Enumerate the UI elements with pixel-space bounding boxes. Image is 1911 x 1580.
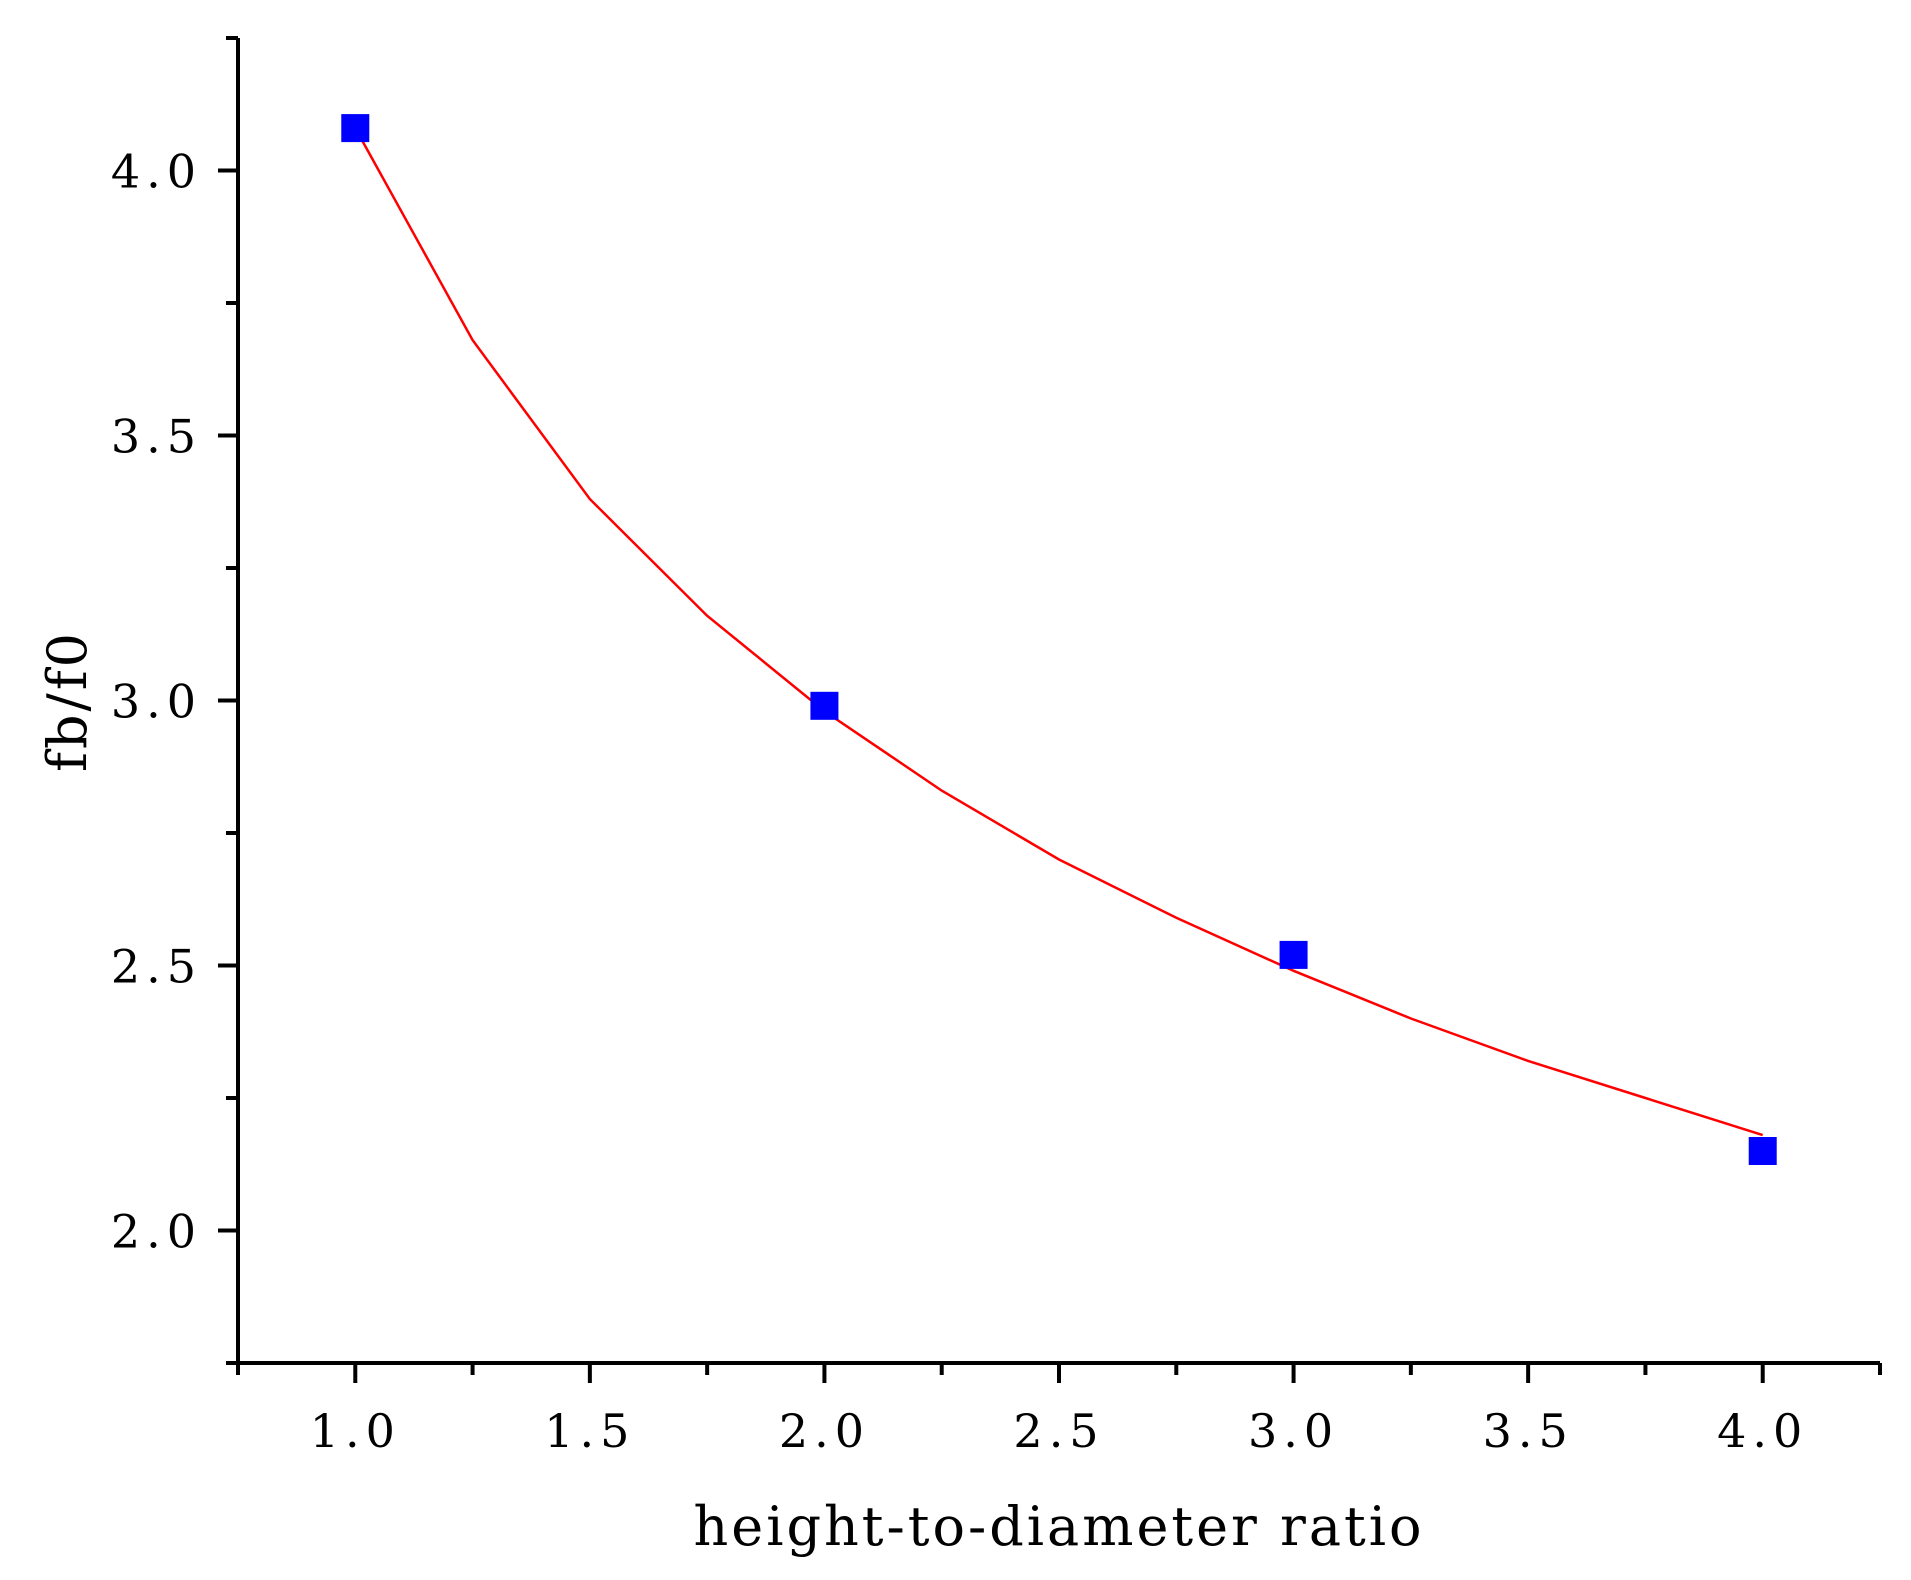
- x-axis-title: height-to-diameter ratio: [693, 1495, 1424, 1558]
- fit-curve-layer: [354, 127, 1764, 1137]
- data-point: [341, 114, 370, 143]
- y-tick-label: 3.5: [111, 410, 202, 464]
- x-tick-label: 1.0: [310, 1404, 401, 1458]
- x-tick-label: 3.5: [1483, 1404, 1574, 1458]
- y-axis-title: fb/f0: [36, 630, 99, 772]
- data-point: [810, 691, 839, 720]
- x-tick-label: 2.5: [1013, 1404, 1104, 1458]
- x-tick-label: 3.0: [1248, 1404, 1339, 1458]
- x-tick-label: 2.0: [779, 1404, 870, 1458]
- x-tick-label: 1.5: [544, 1404, 635, 1458]
- y-tick-label: 2.0: [111, 1205, 202, 1259]
- data-point: [1748, 1137, 1777, 1165]
- x-tick-label: 4.0: [1717, 1404, 1808, 1458]
- y-tick-label: 4.0: [111, 145, 202, 199]
- data-points: [341, 114, 1777, 1165]
- axes: [236, 38, 1880, 1365]
- ticks: 1.0 1.5 2.0 2.5 3.0 3.5 4.0 2.0 2.5 3.0 3.5 4.0: [111, 36, 1882, 1458]
- y-tick-label: 2.5: [111, 940, 202, 994]
- y-tick-label: 3.0: [111, 675, 202, 729]
- data-point: [1279, 940, 1308, 969]
- fit-curve: [354, 127, 1764, 1137]
